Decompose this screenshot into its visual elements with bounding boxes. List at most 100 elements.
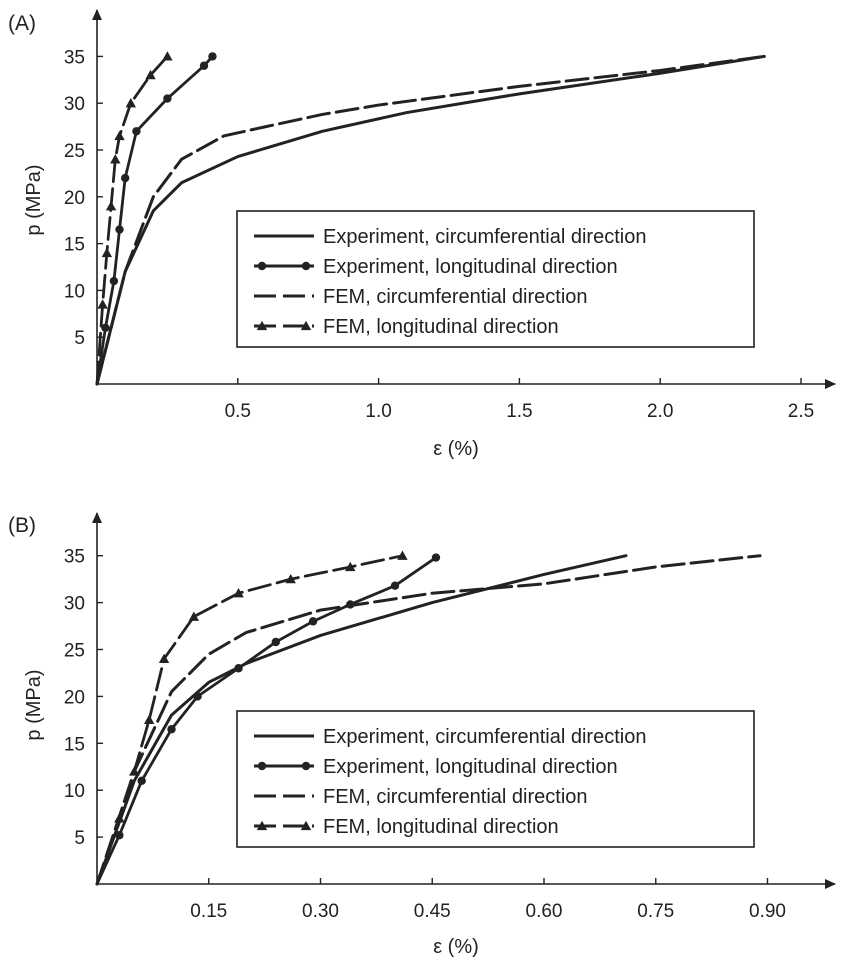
y-tick-label: 25 — [64, 141, 85, 162]
y-tick-label: 20 — [64, 188, 85, 209]
y-tick-label: 25 — [64, 641, 85, 662]
x-tick-label: 0.90 — [749, 901, 786, 922]
data-point — [110, 154, 121, 164]
legend-box — [236, 210, 755, 348]
data-point — [163, 94, 172, 103]
x-tick-label: 1.0 — [365, 401, 391, 422]
data-point — [125, 98, 136, 108]
y-tick-label: 10 — [64, 781, 85, 802]
legend-marker — [256, 320, 268, 331]
legend-marker — [301, 761, 311, 771]
data-point — [115, 831, 124, 840]
data-point — [120, 173, 130, 183]
data-point — [271, 637, 280, 647]
series-2 — [95, 54, 766, 386]
data-point — [143, 714, 155, 725]
series-line — [95, 554, 404, 886]
x-tick-label: 2.5 — [788, 401, 814, 422]
panel-b: (B) 5 10 15 20 25 30 35 0.15 0.30 0.45 0.60 0.75 0.90… — [8, 512, 836, 958]
data-point — [137, 776, 146, 786]
y-tick-label: 15 — [64, 235, 85, 256]
panel-label: (A) — [8, 12, 36, 35]
x-axis-label: ε (%) — [433, 438, 479, 460]
data-point — [109, 276, 119, 286]
data-point — [431, 553, 441, 562]
data-point — [234, 664, 243, 673]
data-point — [158, 653, 170, 664]
legend-marker — [257, 761, 267, 771]
panel-a: (A) 5 10 15 20 25 30 35 0.5 1.0 1.5 2.0 2.5 p (MPa) ε … — [8, 9, 836, 460]
x-tick-label: 0.15 — [190, 901, 227, 922]
data-point — [390, 581, 400, 590]
y-tick-label: 20 — [64, 687, 85, 708]
data-point — [167, 725, 176, 734]
y-tick-label: 35 — [64, 47, 85, 68]
x-tick-label: 0.75 — [637, 901, 674, 922]
data-point — [188, 611, 200, 621]
legend-marker — [257, 261, 267, 271]
data-point — [114, 130, 125, 141]
legend-label-2: FEM, circumferential direction — [323, 286, 588, 308]
series-line — [95, 54, 766, 386]
x-tick-label: 0.5 — [225, 401, 251, 422]
data-point — [101, 247, 113, 258]
data-point — [233, 588, 244, 598]
panel-label: (B) — [8, 514, 36, 537]
legend-label-2: FEM, circumferential direction — [323, 786, 588, 808]
data-point — [114, 813, 125, 823]
x-tick-label: 1.5 — [506, 401, 532, 422]
y-tick-label: 5 — [74, 328, 85, 349]
data-point — [105, 200, 117, 211]
data-point — [162, 51, 173, 61]
y-tick-label: 30 — [64, 94, 85, 115]
legend-label-0: Experiment, circumferential direction — [323, 226, 646, 248]
series-0 — [95, 54, 766, 386]
legend-label-1: Experiment, longitudinal direction — [323, 756, 618, 778]
data-point — [285, 573, 296, 584]
data-point — [193, 692, 202, 701]
legend-marker — [300, 820, 312, 831]
y-axis-label: p (MPa) — [23, 164, 45, 235]
series-1 — [95, 52, 217, 386]
data-point — [145, 69, 156, 80]
x-tick-label: 0.60 — [526, 901, 563, 922]
legend-box — [236, 710, 755, 848]
legend-marker — [300, 320, 312, 331]
data-point — [101, 323, 110, 333]
y-tick-label: 30 — [64, 594, 85, 615]
series-1 — [95, 553, 441, 886]
data-point — [115, 225, 124, 234]
data-point — [129, 766, 140, 776]
legend-label-0: Experiment, circumferential direction — [323, 726, 646, 748]
series-3 — [95, 550, 408, 886]
series-line — [95, 55, 214, 386]
y-tick-label: 5 — [74, 828, 85, 849]
x-tick-label: 2.0 — [647, 401, 673, 422]
legend-label-1: Experiment, longitudinal direction — [323, 256, 618, 278]
data-point — [199, 61, 209, 70]
series-3 — [95, 51, 173, 386]
y-axis-label: p (MPa) — [23, 669, 45, 740]
series-2 — [95, 554, 762, 886]
y-tick-label: 35 — [64, 547, 85, 568]
x-axis-label: ε (%) — [433, 936, 479, 958]
legend-marker — [301, 261, 311, 271]
data-point — [97, 299, 108, 309]
legend: Experiment, circumferential direction Exp… — [236, 710, 755, 848]
legend-label-3: FEM, longitudinal direction — [323, 816, 559, 838]
data-point — [345, 561, 356, 572]
legend-label-3: FEM, longitudinal direction — [323, 316, 559, 338]
x-tick-label: 0.45 — [414, 901, 451, 922]
series-line — [95, 554, 762, 886]
data-point — [132, 127, 141, 136]
data-point — [208, 52, 217, 61]
data-point — [397, 550, 408, 560]
legend: Experiment, circumferential direction Exp… — [236, 210, 755, 348]
y-tick-label: 10 — [64, 281, 85, 302]
series-line — [95, 54, 766, 386]
data-point — [308, 617, 318, 626]
legend-marker — [256, 820, 268, 831]
x-tick-label: 0.30 — [302, 901, 339, 922]
y-tick-label: 15 — [64, 734, 85, 755]
